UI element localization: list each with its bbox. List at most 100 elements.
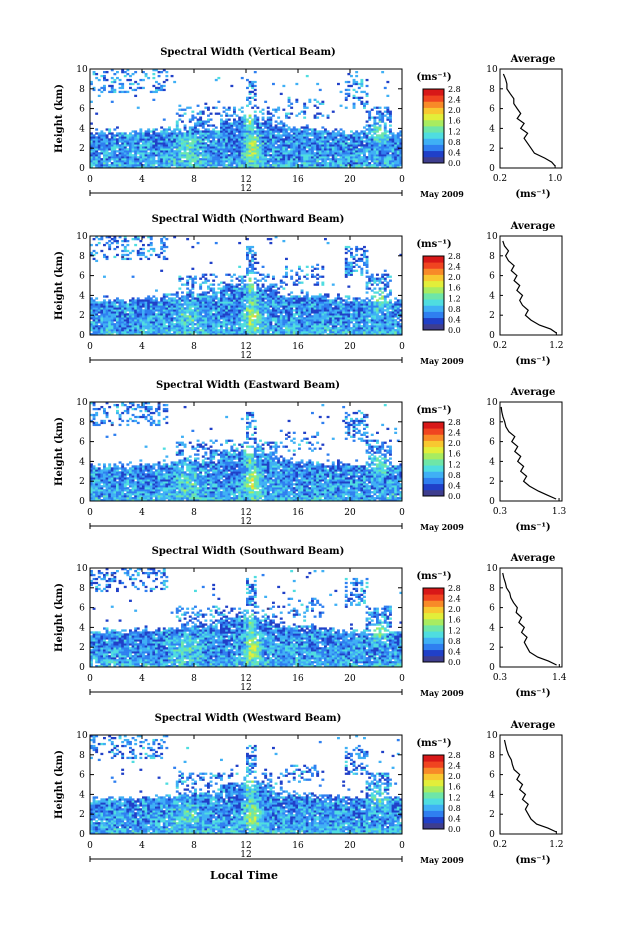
heatmap-cell <box>175 164 179 167</box>
heatmap-cell <box>324 146 327 149</box>
heatmap-cell <box>209 140 213 143</box>
heatmap-cell <box>243 287 247 290</box>
heatmap-cell <box>113 239 117 243</box>
heatmap-cell <box>103 317 106 320</box>
heatmap-cell <box>352 134 356 137</box>
heatmap-cell <box>365 102 369 105</box>
heatmap-cell <box>157 307 161 310</box>
heatmap-cell <box>285 305 288 308</box>
heatmap-cell <box>136 333 140 336</box>
heatmap-cell <box>162 299 166 302</box>
heatmap-cell <box>217 319 221 322</box>
heatmap-cell <box>165 327 169 330</box>
heatmap-cell <box>186 287 190 290</box>
heatmap-cell <box>256 317 260 320</box>
heatmap-cell <box>191 331 195 334</box>
heatmap-cell <box>108 307 112 310</box>
heatmap-cell <box>121 82 125 86</box>
heatmap-cell <box>113 307 117 310</box>
heatmap-cell <box>243 158 247 161</box>
heatmap-cell <box>266 134 270 137</box>
heatmap-cell <box>110 88 114 92</box>
heatmap-cell <box>108 154 112 157</box>
heatmap-cell <box>233 140 236 143</box>
heatmap-cell <box>144 255 148 259</box>
heatmap-cell <box>212 152 216 155</box>
heatmap-cell <box>264 160 268 163</box>
heatmap-cell <box>209 148 213 151</box>
heatmap-cell <box>259 327 262 330</box>
heatmap-cell <box>251 287 255 290</box>
heatmap-cell <box>269 317 273 320</box>
heatmap-cell <box>272 128 275 131</box>
heatmap-cell <box>352 140 356 143</box>
heatmap-cell <box>90 305 93 308</box>
heatmap-cell <box>123 150 127 153</box>
heatmap-cell <box>261 128 265 131</box>
heatmap-cell <box>381 150 385 153</box>
heatmap-cell <box>279 309 283 312</box>
heatmap-cell <box>212 156 216 159</box>
heatmap-cell <box>201 124 205 127</box>
heatmap-cell <box>131 325 135 328</box>
heatmap-cell <box>207 132 210 135</box>
heatmap-cell <box>305 140 309 143</box>
heatmap-cell <box>318 295 322 298</box>
heatmap-cell <box>391 154 395 157</box>
heatmap-cell <box>285 303 288 306</box>
heatmap-cell <box>212 321 216 324</box>
heatmap-cell <box>183 128 187 131</box>
heatmap-cell <box>383 144 387 147</box>
heatmap-cell <box>279 156 283 159</box>
heatmap-cell <box>355 162 359 165</box>
heatmap-cell <box>222 329 226 332</box>
heatmap-cell <box>318 142 322 145</box>
heatmap-cell <box>230 321 234 324</box>
heatmap-cell <box>227 319 231 322</box>
heatmap-cell <box>188 331 192 334</box>
heatmap-cell <box>287 327 291 330</box>
heatmap-cell <box>368 148 372 151</box>
heatmap-cell <box>105 257 109 261</box>
heatmap-cell <box>285 313 288 316</box>
heatmap-cell <box>105 315 109 318</box>
heatmap-cell <box>178 299 182 302</box>
heatmap-cell <box>191 142 195 145</box>
heatmap-cell <box>279 130 283 133</box>
heatmap-cell <box>103 158 106 161</box>
heatmap-cell <box>287 160 291 163</box>
heatmap-cell <box>113 140 117 143</box>
heatmap-cell <box>116 144 119 147</box>
heatmap-cell <box>253 80 257 84</box>
heatmap-cell <box>201 134 205 137</box>
heatmap-cell <box>251 152 255 155</box>
heatmap-cell <box>266 285 270 288</box>
heatmap-cell <box>139 162 143 165</box>
heatmap-cell <box>259 291 262 294</box>
heatmap-cell <box>108 321 112 324</box>
heatmap-cell <box>123 146 127 149</box>
heatmap-cell <box>162 162 166 165</box>
heatmap-cell <box>149 146 153 149</box>
heatmap-cell <box>368 130 372 133</box>
heatmap-cell <box>329 166 333 169</box>
heatmap-cell <box>287 146 291 149</box>
heatmap-cell <box>165 136 169 139</box>
heatmap-cell <box>227 327 231 330</box>
heatmap-cell <box>305 309 309 312</box>
heatmap-cell <box>97 301 101 304</box>
heatmap-cell <box>139 307 143 310</box>
heatmap-cell <box>285 329 288 332</box>
heatmap-cell <box>225 289 229 292</box>
heatmap-cell <box>308 132 312 135</box>
heatmap-cell <box>238 108 242 111</box>
heatmap-cell <box>162 118 166 121</box>
heatmap-cell <box>298 130 301 133</box>
heatmap-cell <box>134 150 138 153</box>
heatmap-cell <box>162 323 166 326</box>
heatmap-cell <box>233 144 236 147</box>
heatmap-cell <box>168 164 171 167</box>
heatmap-cell <box>389 136 392 139</box>
heatmap-cell <box>225 126 229 129</box>
heatmap-cell <box>298 309 301 312</box>
